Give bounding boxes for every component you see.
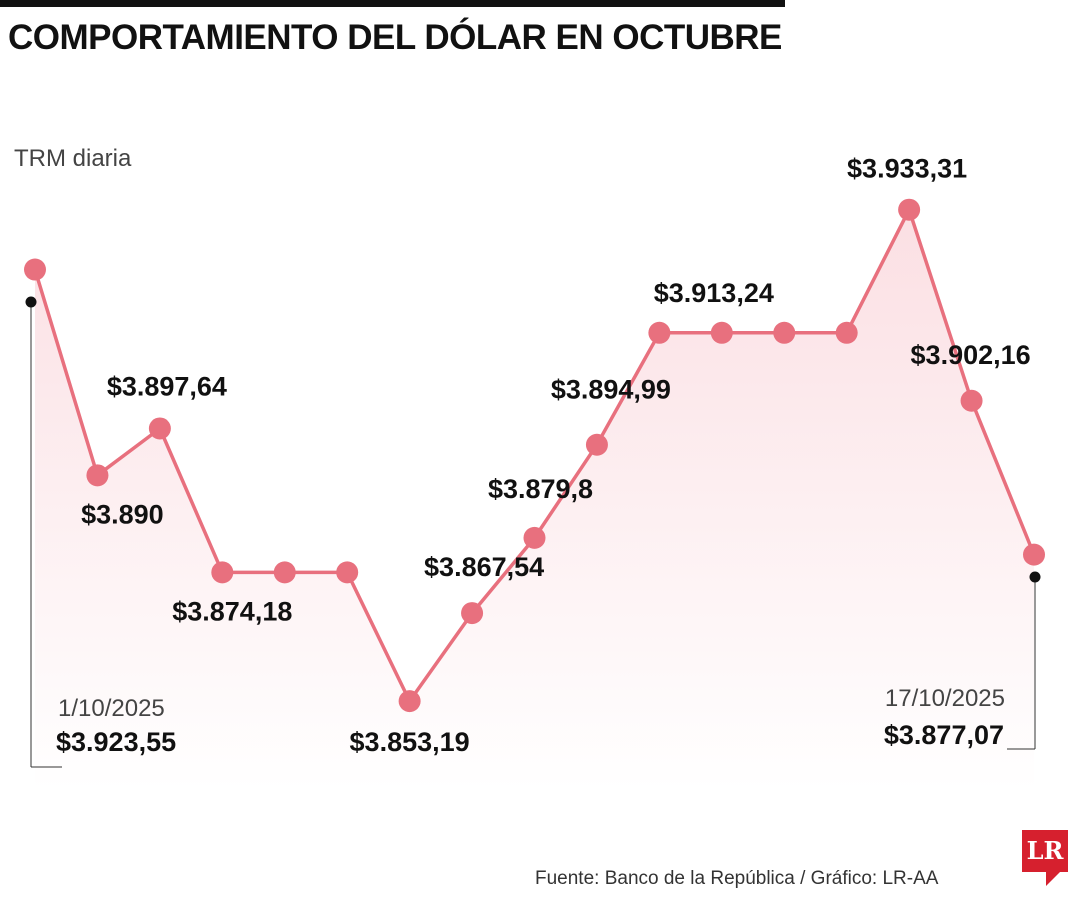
data-point-7	[398, 690, 421, 713]
data-label-4: $3.874,18	[172, 596, 292, 626]
data-label-16: $3.902,16	[911, 340, 1031, 370]
data-label-10: $3.894,99	[551, 375, 671, 405]
start-value: $3.923,55	[56, 727, 176, 757]
data-point-12	[710, 321, 733, 344]
data-label-3: $3.897,64	[107, 372, 227, 402]
data-label-2: $3.890	[81, 499, 164, 529]
end-dot	[1029, 571, 1041, 583]
top-rule	[0, 0, 785, 7]
data-label-12: $3.913,24	[654, 278, 774, 308]
data-point-16	[960, 389, 983, 412]
data-point-11	[648, 321, 671, 344]
data-label-7: $3.853,19	[350, 727, 470, 757]
data-point-10	[585, 433, 608, 456]
data-point-15	[898, 198, 921, 221]
area-fill	[35, 209, 1034, 790]
data-point-1	[24, 258, 46, 281]
data-point-3	[148, 417, 171, 440]
data-point-5	[273, 561, 296, 584]
lr-logo: LR	[1022, 830, 1068, 872]
data-point-13	[773, 321, 796, 344]
end-date: 17/10/2025	[885, 685, 1005, 712]
data-point-9	[523, 526, 546, 549]
lr-logo-tail	[1046, 872, 1060, 886]
source-note: Fuente: Banco de la República / Gráfico:…	[535, 868, 939, 889]
data-label-9: $3.879,8	[488, 474, 593, 504]
data-point-8	[461, 602, 484, 625]
data-point-17	[1023, 543, 1045, 566]
data-point-2	[86, 464, 109, 487]
y-axis-label: TRM diaria	[14, 145, 132, 172]
data-point-6	[336, 561, 359, 584]
start-date: 1/10/2025	[58, 695, 165, 722]
data-label-8: $3.867,54	[424, 552, 544, 582]
data-label-15: $3.933,31	[847, 154, 967, 184]
start-dot	[25, 296, 37, 308]
data-point-4	[211, 561, 234, 584]
data-point-14	[835, 321, 858, 344]
chart-title: COMPORTAMIENTO DEL DÓLAR EN OCTUBRE	[8, 18, 782, 57]
end-value: $3.877,07	[884, 720, 1004, 750]
